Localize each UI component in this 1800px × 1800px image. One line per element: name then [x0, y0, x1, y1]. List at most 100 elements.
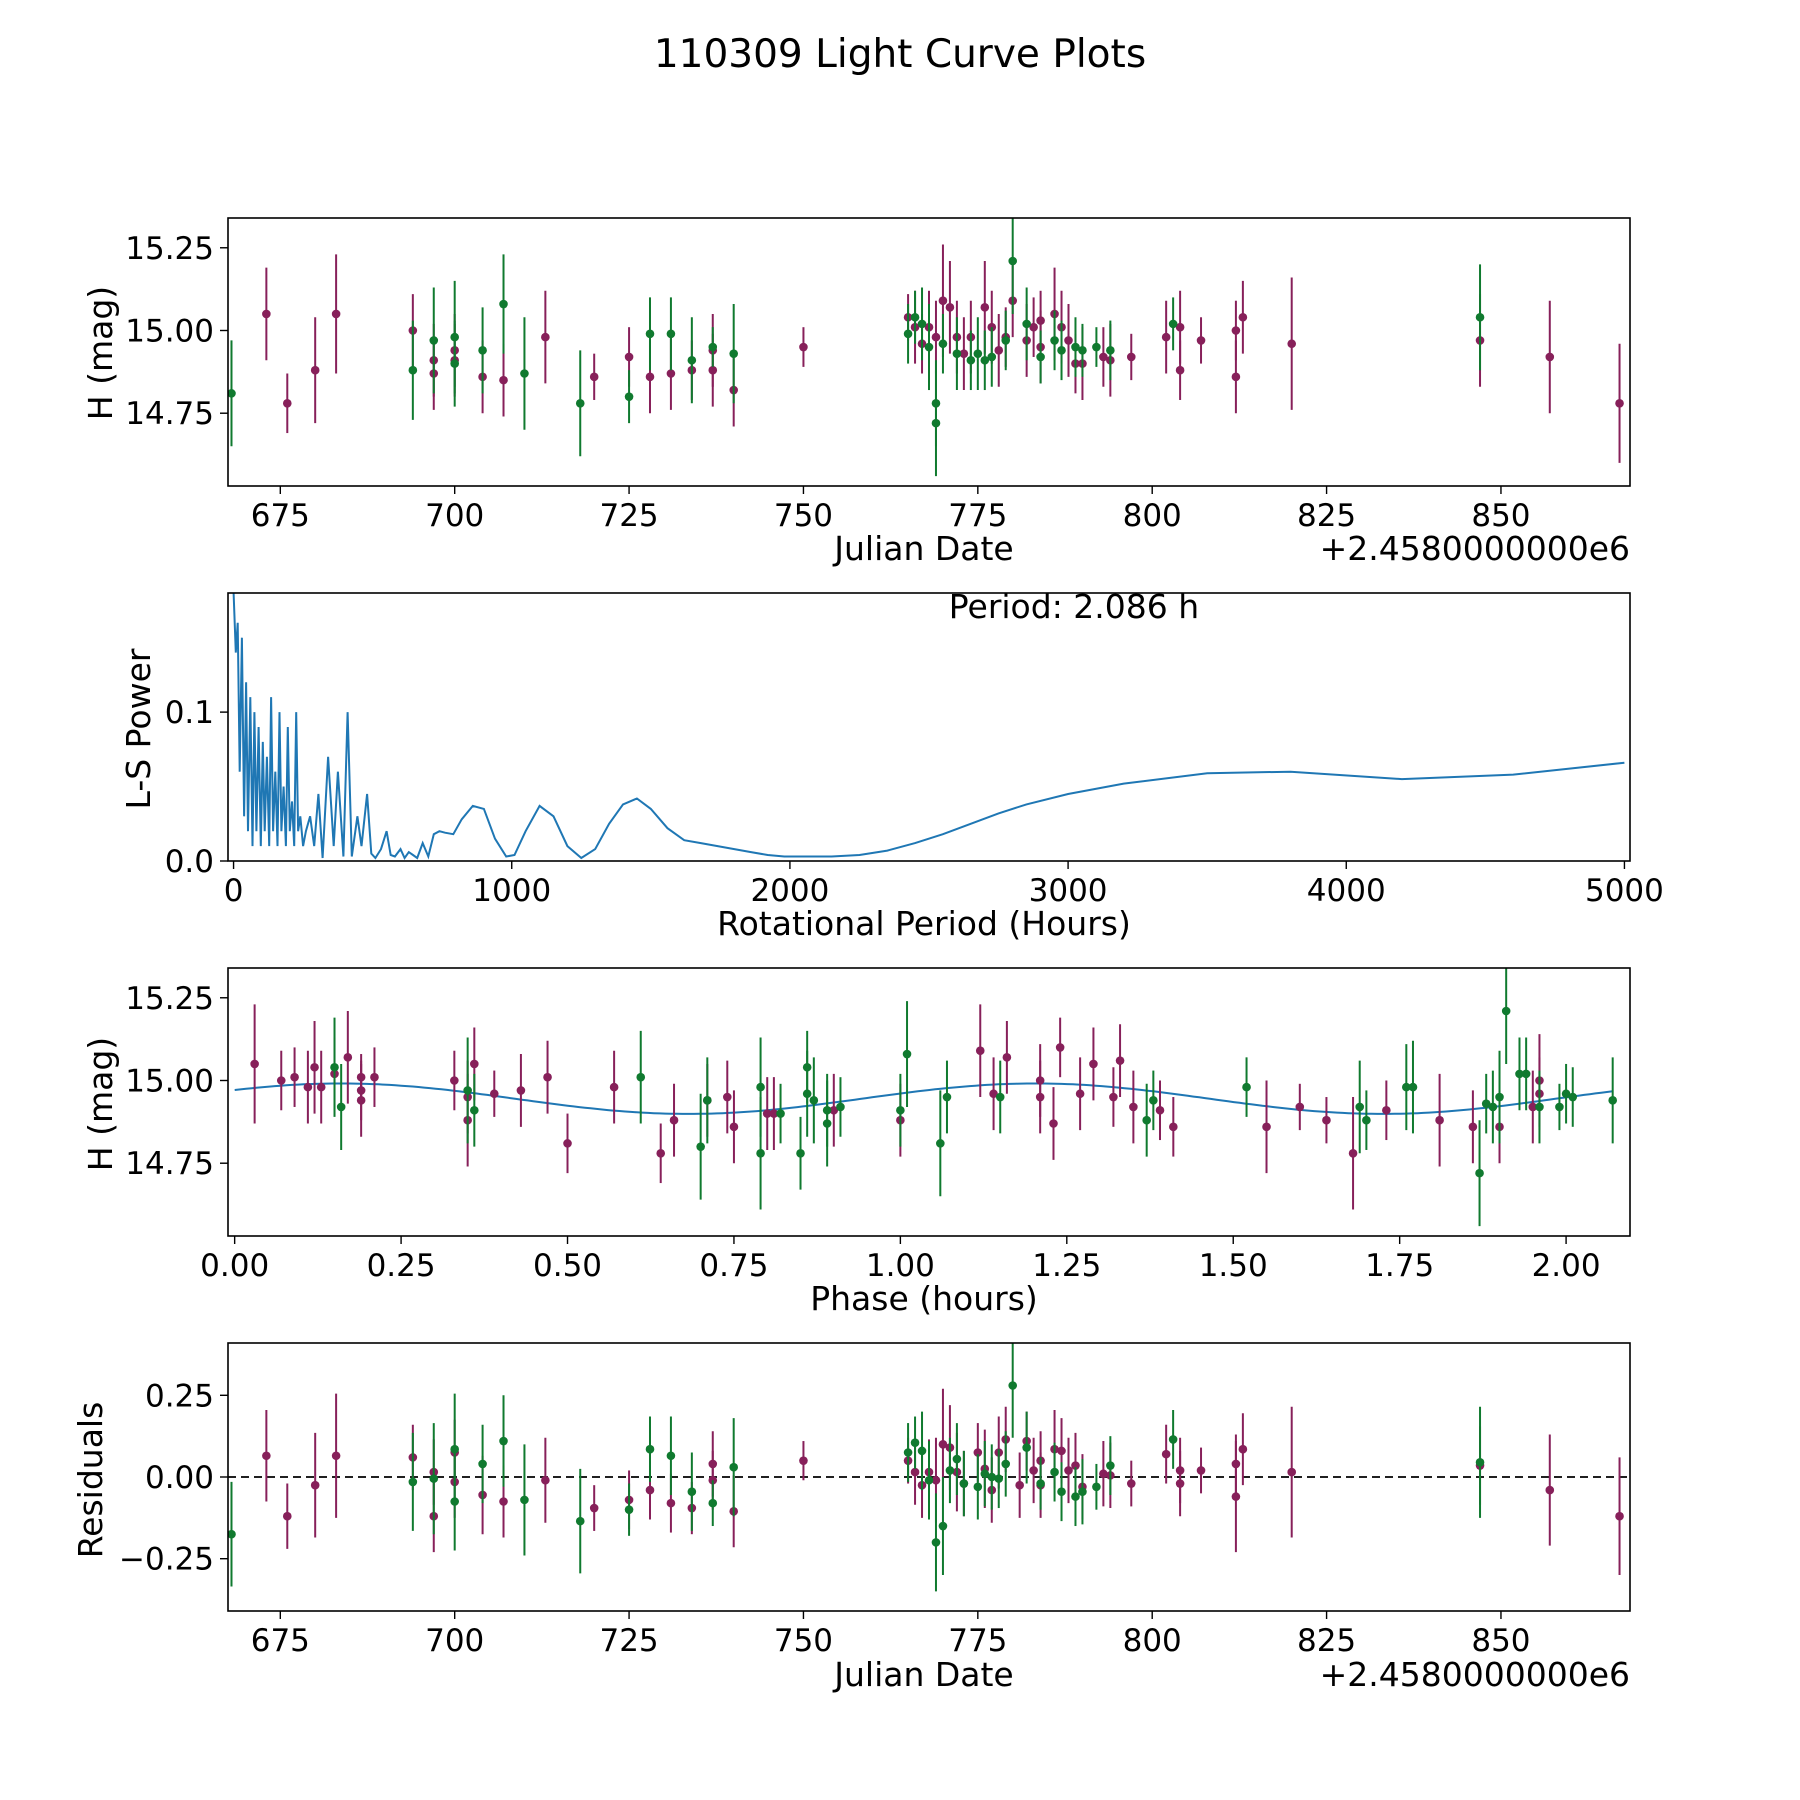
data-point — [796, 1148, 805, 1158]
data-point — [1071, 1461, 1080, 1470]
x-tick-label: 0.50 — [533, 1248, 602, 1284]
data-point — [228, 1529, 236, 1539]
data-point — [1078, 346, 1087, 355]
x-tick-label: 750 — [774, 1623, 833, 1659]
data-point — [666, 369, 676, 378]
data-point — [1057, 1487, 1066, 1497]
data-point — [910, 312, 920, 322]
x-tick-label: 775 — [948, 498, 1007, 534]
data-point — [370, 1072, 379, 1082]
data-point — [1555, 1102, 1564, 1112]
data-point — [666, 329, 676, 339]
data-point — [1545, 352, 1555, 362]
data-point — [1238, 312, 1248, 322]
data-point — [1515, 1069, 1524, 1079]
data-point — [938, 1521, 948, 1531]
data-point — [276, 1076, 286, 1085]
data-point — [1408, 1082, 1418, 1092]
data-point — [408, 1477, 418, 1487]
data-point — [1022, 1443, 1031, 1452]
data-point — [310, 365, 320, 375]
data-point — [470, 1105, 479, 1115]
data-point — [687, 355, 697, 365]
data-point — [609, 1082, 619, 1092]
data-point — [1175, 322, 1185, 332]
data-point — [994, 1474, 1004, 1483]
data-point — [980, 303, 990, 312]
data-point — [1078, 1487, 1087, 1497]
data-point — [703, 1096, 712, 1105]
data-point — [1475, 312, 1485, 322]
data-point — [336, 1102, 346, 1112]
data-point — [1175, 1479, 1185, 1488]
data-point — [1528, 1102, 1538, 1112]
axes-frame — [227, 592, 1631, 862]
data-point — [1099, 1469, 1108, 1479]
data-point — [966, 355, 976, 365]
data-point — [1106, 346, 1115, 355]
data-point — [1099, 352, 1108, 362]
data-point — [936, 1139, 945, 1148]
data-point — [1002, 1053, 1012, 1062]
data-point — [1036, 1479, 1045, 1488]
data-point — [645, 329, 655, 339]
data-point — [975, 1046, 985, 1056]
data-point — [450, 1076, 459, 1085]
data-point — [450, 1497, 459, 1506]
data-point — [478, 346, 487, 355]
data-point — [645, 1485, 655, 1495]
data-point — [924, 1475, 934, 1485]
lightcurve-panel: H (mag) Julian Date +2.4580000000e6 675 7… — [81, 217, 1631, 568]
phased-panel: H (mag) Phase (hours) 0.00 0.25 0.50 0.75 1.… — [81, 967, 1631, 1318]
x-tick-label: 3000 — [1029, 873, 1108, 909]
data-point — [520, 369, 529, 378]
residuals-panel: Residuals Julian Date +2.4580000000e6 67… — [71, 1342, 1631, 1694]
y-tick-label: 0.0 — [165, 844, 214, 880]
data-point — [1149, 1096, 1158, 1105]
data-point — [945, 1466, 955, 1475]
y-tick-label: 0.1 — [165, 695, 214, 731]
x-tick-label: 800 — [1123, 498, 1182, 534]
data-point — [987, 1472, 997, 1482]
data-point — [250, 1059, 259, 1069]
data-point — [942, 1092, 952, 1102]
x-tick-label: 700 — [425, 498, 484, 534]
data-point — [589, 1503, 599, 1513]
data-point — [343, 1053, 353, 1062]
data-point — [1168, 1435, 1178, 1444]
data-point — [729, 1462, 738, 1472]
data-point — [1287, 339, 1297, 349]
x-tick-label: 0.00 — [200, 1248, 269, 1284]
axes-frame — [227, 217, 1631, 487]
data-point — [924, 342, 934, 352]
data-point — [1615, 1511, 1624, 1521]
data-point — [1568, 1092, 1578, 1102]
data-point — [228, 389, 236, 398]
data-point — [1238, 1444, 1248, 1454]
data-point — [1231, 1492, 1241, 1501]
data-point — [429, 1474, 439, 1483]
x-tick-label: 700 — [425, 1623, 484, 1659]
data-point — [836, 1102, 845, 1112]
data-point — [762, 1109, 772, 1118]
data-point — [902, 1049, 912, 1059]
data-point — [575, 1516, 585, 1526]
y-tick-label: 0.00 — [145, 1460, 214, 1496]
data-point — [1501, 1006, 1511, 1016]
y-tick-label: 15.00 — [125, 313, 214, 349]
data-point — [696, 1142, 705, 1151]
data-point — [1495, 1092, 1504, 1102]
data-point — [980, 355, 990, 365]
data-point — [1488, 1102, 1498, 1112]
data-point — [1348, 1148, 1358, 1158]
data-point — [450, 1444, 459, 1454]
x-tick-label: 825 — [1297, 1623, 1356, 1659]
data-point — [1109, 1092, 1118, 1102]
data-point — [1561, 1089, 1571, 1099]
data-point — [450, 359, 459, 368]
data-point — [520, 1495, 529, 1505]
data-point — [1161, 332, 1171, 342]
data-point — [776, 1109, 785, 1118]
data-point — [624, 352, 634, 362]
data-point — [1029, 322, 1038, 332]
